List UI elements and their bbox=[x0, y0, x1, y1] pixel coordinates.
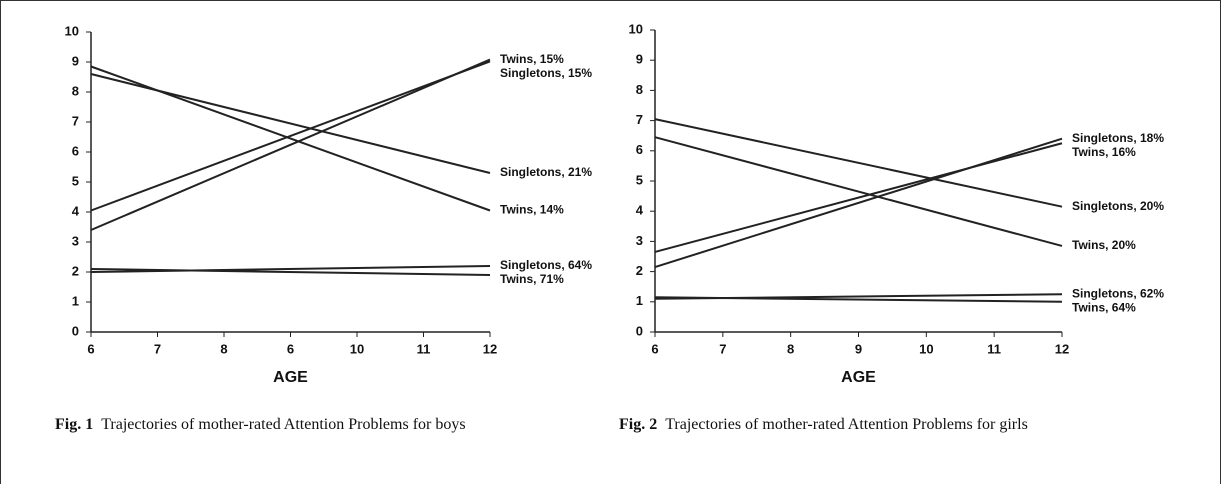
x-tick-label: 12 bbox=[1055, 341, 1069, 356]
y-tick-label: 6 bbox=[636, 142, 643, 157]
caption-label: Fig. 2 bbox=[619, 416, 657, 433]
y-tick-label: 3 bbox=[72, 233, 79, 248]
x-tick-label: 6 bbox=[651, 341, 658, 356]
x-tick-label: 11 bbox=[417, 341, 431, 356]
y-tick-label: 5 bbox=[72, 173, 79, 188]
series-line bbox=[654, 136, 1063, 247]
series-line bbox=[90, 268, 491, 276]
series-line bbox=[654, 137, 1063, 269]
x-axis-label: AGE bbox=[273, 369, 308, 386]
y-tick-label: 8 bbox=[636, 82, 643, 97]
series-label: Singletons, 64% bbox=[500, 258, 592, 272]
x-tick-label: 8 bbox=[220, 341, 227, 356]
x-tick-label: 9 bbox=[855, 341, 862, 356]
series-label: Twins, 71% bbox=[500, 272, 564, 286]
y-tick-label: 9 bbox=[72, 53, 79, 68]
caption: Fig. 1 Trajectories of mother-rated Atten… bbox=[55, 416, 466, 433]
y-tick-label: 4 bbox=[72, 203, 80, 218]
series-label: Twins, 64% bbox=[1072, 300, 1136, 314]
series-label: Singletons, 15% bbox=[500, 66, 592, 80]
y-tick-label: 10 bbox=[65, 23, 79, 38]
x-tick-label: 7 bbox=[719, 341, 726, 356]
y-tick-label: 1 bbox=[72, 293, 79, 308]
y-tick-label: 5 bbox=[636, 172, 643, 187]
series-label: Twins, 15% bbox=[500, 52, 564, 66]
y-tick-label: 8 bbox=[72, 83, 79, 98]
series-label: Singletons, 21% bbox=[500, 165, 592, 179]
y-tick-label: 7 bbox=[72, 113, 79, 128]
x-tick-label: 10 bbox=[919, 341, 933, 356]
x-tick-label: 10 bbox=[350, 341, 364, 356]
x-tick-label: 6 bbox=[287, 341, 294, 356]
y-tick-label: 10 bbox=[629, 21, 643, 36]
x-axis-label: AGE bbox=[841, 369, 876, 386]
series-label: Singletons, 20% bbox=[1072, 199, 1164, 213]
caption-label: Fig. 1 bbox=[55, 416, 93, 433]
x-tick-label: 11 bbox=[987, 341, 1001, 356]
y-tick-label: 9 bbox=[636, 52, 643, 67]
caption-text: Trajectories of mother-rated Attention P… bbox=[101, 416, 465, 433]
x-tick-label: 12 bbox=[483, 341, 497, 356]
y-tick-label: 0 bbox=[72, 323, 79, 338]
y-tick-label: 7 bbox=[636, 112, 643, 127]
y-tick-label: 2 bbox=[636, 263, 643, 278]
series-line bbox=[654, 296, 1063, 303]
series-line bbox=[654, 118, 1063, 208]
y-tick-label: 4 bbox=[636, 203, 644, 218]
y-tick-label: 0 bbox=[636, 323, 643, 338]
caption: Fig. 2 Trajectories of mother-rated Atten… bbox=[619, 416, 1028, 433]
x-tick-label: 7 bbox=[154, 341, 161, 356]
series-line bbox=[90, 65, 491, 212]
y-tick-label: 1 bbox=[636, 293, 643, 308]
series-label: Singletons, 18% bbox=[1072, 131, 1164, 145]
caption-text: Trajectories of mother-rated Attention P… bbox=[665, 416, 1028, 433]
y-tick-label: 3 bbox=[636, 233, 643, 248]
series-line bbox=[90, 58, 491, 231]
series-line bbox=[90, 60, 491, 212]
x-tick-label: 6 bbox=[87, 341, 94, 356]
y-tick-label: 6 bbox=[72, 143, 79, 158]
series-label: Twins, 14% bbox=[500, 203, 564, 217]
series-label: Twins, 20% bbox=[1072, 238, 1136, 252]
series-label: Twins, 16% bbox=[1072, 145, 1136, 159]
series-line bbox=[654, 142, 1063, 253]
y-tick-label: 2 bbox=[72, 263, 79, 278]
series-label: Singletons, 62% bbox=[1072, 286, 1164, 300]
x-tick-label: 8 bbox=[787, 341, 794, 356]
